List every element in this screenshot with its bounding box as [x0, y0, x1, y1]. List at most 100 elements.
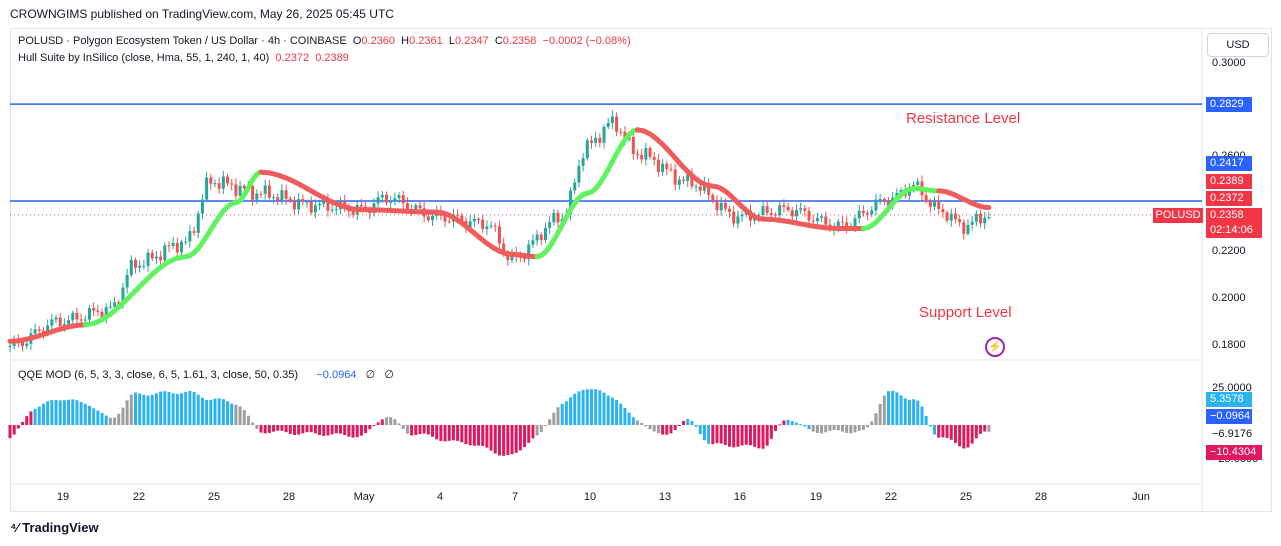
qqe-bar	[226, 401, 230, 425]
qqe-bar	[142, 394, 146, 425]
qqe-bar	[242, 410, 246, 425]
candle-body	[46, 325, 50, 334]
qqe-bar	[656, 425, 660, 434]
candle-body	[631, 136, 635, 154]
osc-tick: −6.9176	[1212, 428, 1253, 440]
qqe-bar	[422, 425, 426, 434]
qqe-bar	[322, 425, 326, 436]
candle-body	[644, 148, 648, 160]
candle-body	[698, 186, 702, 191]
qqe-bar	[874, 413, 878, 425]
qqe-bar	[774, 425, 778, 431]
candle-body	[606, 123, 610, 127]
qqe-bar	[623, 407, 627, 425]
qqe-bar	[556, 407, 560, 425]
candle-body	[397, 195, 401, 199]
qqe-bar	[146, 395, 150, 425]
qqe-bar	[389, 417, 393, 425]
qqe-bar	[523, 425, 527, 448]
qqe-bar	[58, 400, 62, 425]
qqe-bar	[313, 425, 317, 434]
qqe-bar	[205, 399, 209, 425]
symbol-legend[interactable]: POLUSD · Polygon Ecosystem Token / US Do…	[18, 35, 631, 47]
candle-body	[163, 245, 167, 261]
qqe-bar	[933, 425, 937, 435]
candle-body	[159, 256, 163, 261]
candle-body	[113, 302, 117, 307]
qqe-bar	[878, 403, 882, 425]
candle-body	[125, 275, 129, 288]
qqe-bar	[184, 391, 188, 425]
candle-body	[83, 319, 87, 321]
candle-body	[385, 194, 388, 203]
candle-body	[527, 244, 531, 260]
candle-body	[598, 137, 602, 143]
qqe-bar	[765, 425, 769, 446]
qqe-bar	[518, 425, 522, 451]
candle-body	[431, 215, 435, 221]
qqe-bar	[33, 408, 37, 425]
qqe-bar	[200, 397, 204, 425]
candle-body	[786, 206, 790, 211]
candle-body	[171, 242, 175, 247]
qqe-bar	[393, 419, 397, 425]
close-value: 0.2358	[502, 35, 537, 47]
qqe-bar	[682, 421, 686, 425]
candle-body	[263, 185, 267, 194]
qqe-legend[interactable]: QQE MOD (6, 5, 3, 3, close, 6, 5, 1.61, …	[18, 368, 394, 381]
candle-body	[456, 214, 460, 216]
tradingview-logo[interactable]: ⁴⁄ TradingView	[10, 520, 99, 535]
lightning-icon[interactable]: ⚡	[985, 337, 1005, 357]
candle-body	[556, 212, 560, 223]
qqe-bar	[958, 425, 962, 447]
time-tick: 25	[959, 491, 973, 503]
candle-body	[288, 198, 292, 202]
qqe-bar	[514, 425, 518, 453]
candle-body	[769, 213, 773, 215]
candle-body	[209, 177, 213, 184]
candle-body	[815, 218, 819, 222]
qqe-bar	[443, 425, 447, 442]
candle-body	[309, 201, 313, 213]
candle-body	[543, 227, 547, 241]
candle-body	[272, 197, 276, 199]
time-tick: 28	[1034, 491, 1048, 503]
qqe-bar	[723, 425, 727, 446]
hull-band-segment	[860, 186, 917, 231]
qqe-bar	[401, 425, 405, 429]
qqe-bar	[510, 425, 514, 455]
qqe-bar	[338, 425, 342, 434]
currency-button[interactable]: USD	[1207, 33, 1269, 57]
candle-body	[887, 202, 890, 207]
qqe-bar	[502, 425, 506, 456]
candle-body	[836, 221, 840, 228]
qqe-bar	[221, 399, 225, 425]
qqe-bar	[539, 425, 543, 432]
candle-body	[548, 222, 552, 228]
qqe-bar	[330, 425, 334, 435]
candle-body	[974, 213, 978, 222]
qqe-bar	[673, 425, 677, 431]
qqe-bar	[824, 425, 828, 433]
open-label: O	[352, 35, 362, 47]
candle-body	[577, 165, 581, 183]
qqe-bar	[953, 425, 957, 443]
qqe-bar	[552, 412, 556, 425]
candle-body	[380, 194, 384, 198]
qqe-value: −0.0964	[316, 369, 357, 381]
candle-body	[100, 311, 104, 318]
qqe-bar	[167, 391, 171, 425]
hull-top-tag: 0.2389	[1206, 174, 1252, 189]
time-tick: 22	[132, 491, 146, 503]
candle-body	[280, 190, 284, 201]
hull-legend[interactable]: Hull Suite by InSilico (close, Hma, 55, …	[18, 52, 349, 64]
qqe-bar	[970, 425, 974, 444]
qqe-bar	[811, 425, 815, 432]
candle-body	[857, 210, 861, 219]
qqe-bar	[778, 424, 782, 426]
qqe-bar	[431, 425, 435, 437]
qqe-bar	[920, 406, 924, 425]
qqe-bar	[840, 425, 844, 432]
qqe-bar	[355, 425, 359, 438]
